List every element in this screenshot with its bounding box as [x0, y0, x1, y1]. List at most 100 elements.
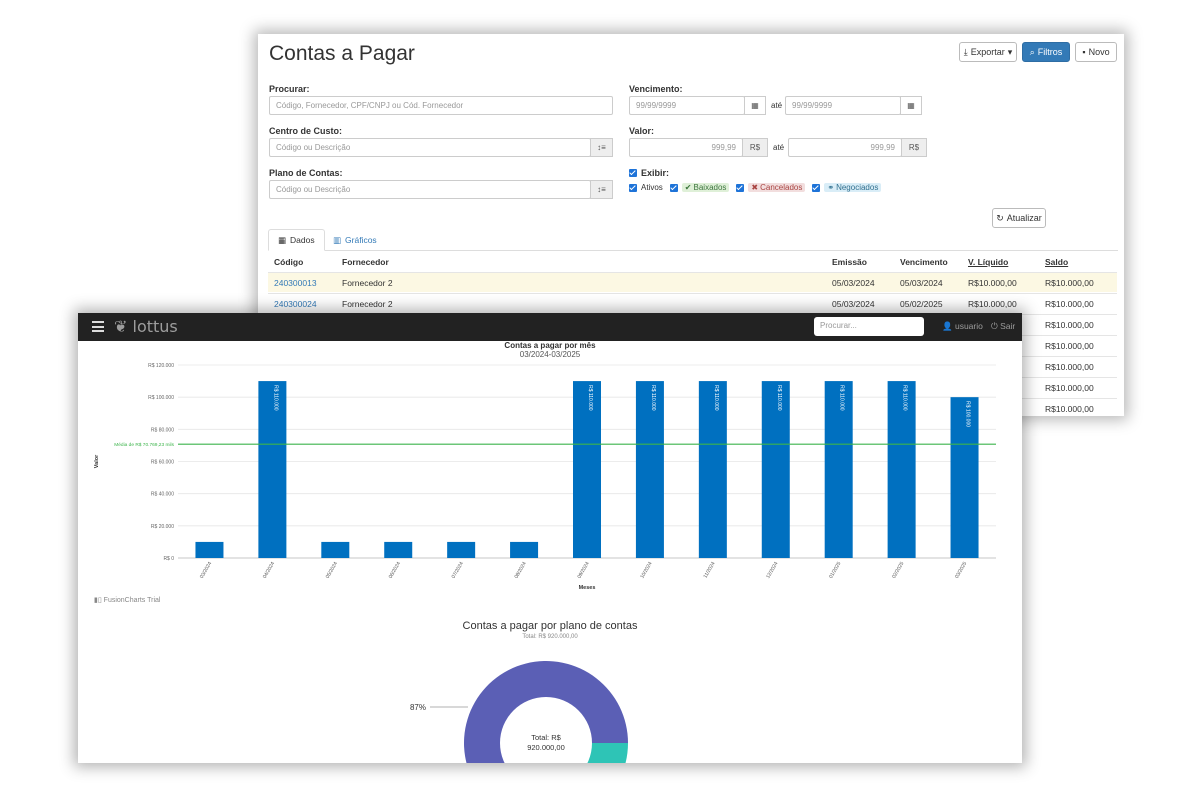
chart-subtitle: 03/2024-03/2025 [520, 350, 581, 359]
caret-down-icon: ▾ [1007, 46, 1013, 57]
col-due-header[interactable]: Vencimento [900, 257, 948, 267]
check-icon: ✔ [684, 183, 692, 192]
checkbox-baixados[interactable] [669, 183, 678, 192]
fusioncharts-watermark: ▮▯ FusionCharts Trial [94, 597, 161, 604]
x-tick-label: 07/2024 [451, 561, 465, 580]
y-tick-label: R$ 100.000 [148, 395, 174, 401]
bar-value-label: R$ 110.000 [839, 385, 845, 411]
col-issue-header[interactable]: Emissão [832, 257, 867, 267]
donut-subtitle: Total: R$ 920.000,00 [522, 634, 578, 640]
donut-center-line-2: 920.000,00 [527, 743, 565, 752]
checkbox-icon[interactable] [629, 169, 637, 177]
table-icon: ▦ [278, 234, 287, 245]
donut-title: Contas a pagar por plano de contas [462, 620, 638, 632]
col-net-header[interactable]: V. Líquido [968, 257, 1009, 267]
cost-center-list-icon[interactable]: ↕≡ [590, 138, 613, 157]
checkbox-cancelados[interactable] [736, 183, 745, 192]
baixados-badge: ✔ Baixados [681, 183, 730, 192]
calendar-icon[interactable]: ▦ [744, 96, 766, 115]
bar-value-label: R$ 110.000 [272, 385, 278, 411]
bar-01/2025 [824, 381, 853, 558]
tab-graficos[interactable]: ▥ Gráficos [333, 234, 377, 246]
y-tick-label: R$ 60.000 [151, 460, 174, 466]
bar-11/2024 [698, 381, 727, 558]
user-menu[interactable]: 👤 usuario [942, 321, 983, 331]
bar-value-label: R$ 110.000 [776, 385, 782, 411]
currency-addon: R$ [742, 138, 768, 157]
col-supplier-header[interactable]: Fornecedor [342, 257, 389, 267]
search-label: Procurar: [269, 84, 310, 94]
bar-value-label: R$ 110.000 [713, 385, 719, 411]
x-tick-label: 01/2025 [828, 561, 842, 580]
due-label: Vencimento: [629, 84, 683, 94]
ate-label: até [771, 101, 783, 110]
bar-value-label: R$ 110.000 [902, 385, 908, 411]
accounts-label: Plano de Contas: [269, 168, 343, 178]
refresh-button[interactable]: ↻ Atualizar [992, 208, 1046, 228]
accounts-list-icon[interactable]: ↕≡ [590, 180, 613, 199]
lottus-charts-window: ❦ lottus Procurar... 👤 usuario ⏻ Sair Co… [78, 313, 1022, 763]
cost-center-input[interactable]: Código ou Descrição [269, 138, 591, 157]
calendar-icon[interactable]: ▦ [900, 96, 922, 115]
bar-value-label: R$ 110.000 [587, 385, 593, 411]
x-tick-label: 08/2024 [514, 561, 528, 580]
checkbox-negociados[interactable] [812, 183, 821, 192]
bar-02/2025 [887, 381, 916, 558]
negociados-badge: ⚭ Negociados [824, 183, 882, 192]
logout-link[interactable]: ⏻ Sair [991, 321, 1016, 331]
lotus-icon: ❦ [114, 317, 128, 336]
tabs: ▦ Dados ▥ Gráficos [268, 229, 1118, 251]
bar-03/2025 [950, 397, 979, 558]
x-axis-title: Meses [579, 585, 596, 591]
donut-label: Filial, 87% [408, 703, 426, 712]
x-tick-label: 02/2025 [891, 561, 905, 580]
export-button[interactable]: ⤓ Exportar ▾ [959, 42, 1017, 62]
col-balance-header[interactable]: Saldo [1045, 257, 1069, 267]
bar-03/2024 [195, 541, 224, 558]
power-icon: ⏻ [991, 321, 998, 331]
table-row[interactable]: 240300013 Fornecedor 2 05/03/2024 05/03/… [268, 272, 1117, 292]
app-logo[interactable]: ❦ lottus [114, 317, 178, 336]
show-toggle[interactable]: Exibir: [629, 168, 669, 178]
x-tick-label: 10/2024 [639, 561, 653, 580]
bar-06/2024 [384, 541, 413, 558]
y-tick-label: R$ 80.000 [151, 427, 174, 433]
y-tick-label: R$ 120.000 [148, 363, 174, 369]
handshake-icon: ⚭ [827, 183, 835, 192]
accounts-input[interactable]: Código ou Descrição [269, 180, 591, 199]
table-row[interactable]: 240300024 Fornecedor 2 05/03/2024 05/02/… [268, 293, 1117, 313]
page-title: Contas a Pagar [269, 42, 415, 65]
value-to-input[interactable]: 999,99 [788, 138, 902, 157]
x-tick-label: 04/2024 [262, 561, 276, 580]
bar-04/2024 [258, 381, 287, 558]
bar-value-label: R$ 100.000 [965, 401, 971, 427]
average-trendline-label: Média de R$ 70.769,23 mils [114, 442, 174, 448]
nav-search-input[interactable]: Procurar... [814, 317, 924, 336]
user-icon: 👤 [942, 321, 953, 331]
chart-title: Contas a pagar por mês [504, 341, 596, 350]
value-from-input[interactable]: 999,99 [629, 138, 743, 157]
due-to-input[interactable]: 99/99/9999 [785, 96, 901, 115]
ate-label: até [773, 143, 785, 152]
filters-button[interactable]: ⌕ Filtros [1022, 42, 1070, 62]
cancelados-badge: ✖ Cancelados [748, 183, 806, 192]
x-tick-label: 05/2024 [325, 561, 339, 580]
value-label: Valor: [629, 126, 655, 136]
x-tick-label: 09/2024 [576, 561, 590, 580]
navbar: ❦ lottus Procurar... 👤 usuario ⏻ Sair [78, 313, 1022, 341]
download-icon: ⤓ [963, 46, 968, 57]
checkbox-ativos[interactable] [629, 183, 637, 192]
new-doc-icon: ▪ [1082, 47, 1086, 57]
col-code-header[interactable]: Código [274, 257, 304, 267]
bar-10/2024 [635, 381, 664, 558]
search-input[interactable]: Código, Fornecedor, CPF/CNPJ ou Cód. For… [269, 96, 613, 115]
bar-12/2024 [761, 381, 790, 558]
x-tick-label: 06/2024 [388, 561, 402, 580]
tab-dados[interactable]: ▦ Dados [268, 229, 325, 251]
menu-icon[interactable] [92, 321, 104, 332]
donut-center-line-1: Total: R$ [531, 733, 561, 742]
due-from-input[interactable]: 99/99/9999 [629, 96, 745, 115]
search-icon: ⌕ [1029, 46, 1035, 57]
new-button[interactable]: ▪ Novo [1075, 42, 1117, 62]
